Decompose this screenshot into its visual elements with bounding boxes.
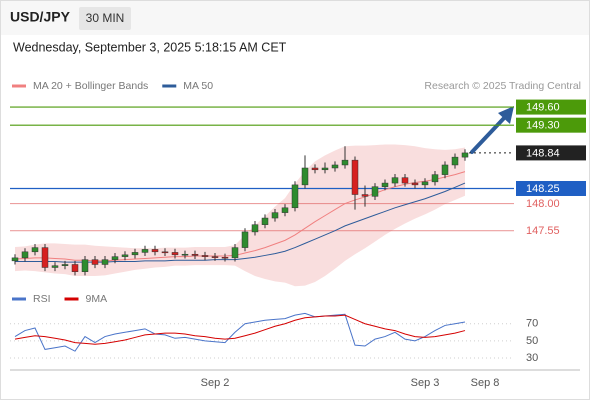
legend-label: 9MA [86, 293, 108, 305]
candle-body [391, 177, 399, 184]
candle-body [161, 251, 169, 254]
candle-body [451, 156, 459, 166]
candle-body [81, 259, 89, 272]
candle-body [211, 256, 219, 258]
candle-body [21, 251, 29, 259]
candle-body [241, 231, 249, 248]
ma-line [15, 182, 466, 263]
candle-body [351, 159, 359, 195]
interval-box[interactable] [79, 7, 131, 30]
legend-label: MA 50 [183, 80, 213, 92]
candle-body [91, 259, 99, 265]
candle-body [331, 164, 339, 169]
y-tick-label: 30 [526, 352, 538, 364]
level-box [516, 180, 586, 196]
candle-body [171, 252, 179, 256]
candle-body [421, 181, 429, 186]
candle-body [441, 164, 449, 175]
candle-body [151, 249, 159, 253]
candle-body [341, 159, 349, 166]
x-tick-label: Sep 3 [411, 377, 440, 389]
candle-body [191, 253, 199, 256]
level-box [516, 99, 586, 115]
candle-body [251, 224, 259, 233]
level-label: 149.60 [526, 101, 560, 113]
candle-body [371, 186, 379, 197]
candle-body [431, 174, 439, 183]
candle-body [411, 182, 419, 186]
candle-body [11, 257, 19, 262]
candle-body [261, 217, 269, 225]
candle-body [461, 152, 469, 158]
candle-body [231, 247, 239, 259]
y-tick-label: 50 [526, 335, 538, 347]
legend-label: MA 20 + Bollinger Bands [33, 80, 148, 92]
candle-body [321, 167, 329, 171]
candle-body [31, 247, 39, 253]
candle-body [271, 212, 279, 219]
arrow [470, 114, 508, 154]
candle-body [361, 194, 369, 197]
ma-line [14, 171, 466, 262]
candle-body [311, 167, 319, 171]
y-tick-label: 70 [526, 318, 538, 330]
candle-body [61, 264, 69, 266]
candle-body [381, 182, 389, 187]
candle-body [51, 265, 59, 268]
candle-body [401, 177, 409, 184]
indicator-line [14, 312, 466, 352]
x-tick-label: Sep 2 [201, 377, 230, 389]
interval[interactable]: 30 MIN [86, 11, 125, 25]
candle-body [181, 253, 189, 256]
x-tick-label: Sep 8 [471, 377, 500, 389]
legend-label: RSI [33, 293, 51, 305]
timestamp: Wednesday, September 3, 2025 5:18:15 AM … [13, 40, 287, 54]
level-label: 148.25 [526, 183, 560, 195]
candle-body [111, 256, 119, 260]
candle-body [281, 207, 289, 213]
credit: Research © 2025 Trading Central [424, 80, 581, 92]
arrow-head [498, 106, 514, 124]
indicator-line [14, 314, 466, 345]
candle-body [221, 256, 229, 259]
candle-body [291, 184, 299, 209]
candle-body [121, 254, 129, 257]
candle-body [41, 247, 49, 268]
candle-body [101, 259, 109, 265]
level-label: 149.30 [526, 120, 560, 132]
candle-body [131, 252, 139, 256]
level-label: 148.84 [526, 147, 560, 159]
level-box [516, 117, 586, 133]
level-box [516, 145, 586, 161]
level-label: 148.00 [526, 198, 560, 210]
level-label: 147.55 [526, 225, 560, 237]
candle-body [71, 264, 79, 272]
candle-body [201, 255, 209, 257]
symbol: USD/JPY [10, 9, 71, 25]
candle-body [301, 167, 309, 186]
candle-body [141, 249, 149, 253]
